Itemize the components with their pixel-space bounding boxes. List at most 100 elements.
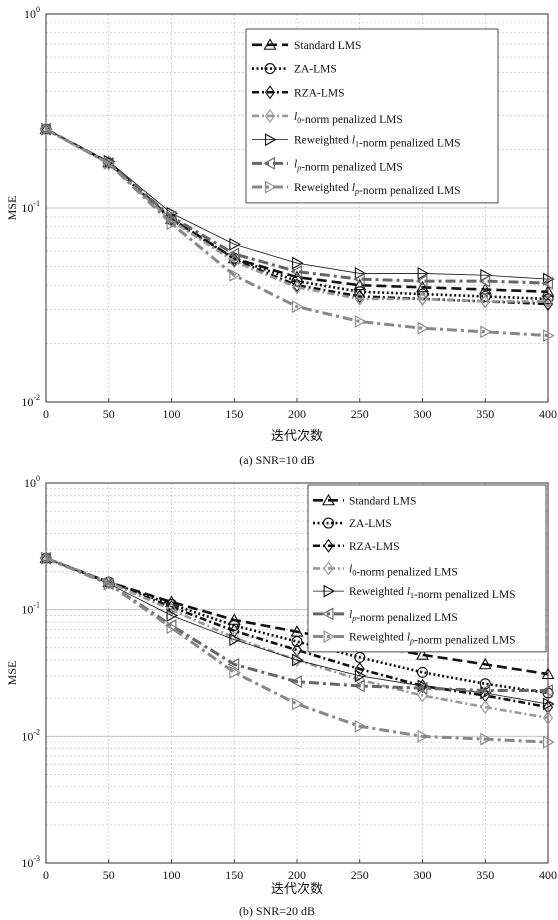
chart-caption: (a) SNR=10 dB bbox=[239, 453, 314, 467]
data-point bbox=[542, 294, 554, 309]
x-tick-label: 400 bbox=[539, 868, 557, 882]
y-tick-label: 100 bbox=[24, 474, 40, 490]
legend-label: ZA-LMS bbox=[349, 518, 392, 530]
data-point bbox=[103, 156, 116, 170]
legend-swatch-marker bbox=[265, 133, 277, 147]
data-point bbox=[164, 210, 177, 224]
legend-swatch-marker bbox=[264, 63, 276, 75]
legend-swatch-marker bbox=[323, 630, 336, 643]
data-point bbox=[354, 662, 365, 676]
data-point bbox=[354, 315, 367, 328]
legend-label: l0-norm penalized LMS bbox=[294, 111, 403, 126]
data-point bbox=[417, 729, 430, 743]
x-tick-label: 50 bbox=[103, 868, 115, 882]
data-point bbox=[292, 653, 304, 667]
legend-label: ZA-LMS bbox=[294, 64, 337, 76]
legend-entry: lp-norm penalized LMS bbox=[252, 156, 403, 173]
y-tick-label: 10-2 bbox=[21, 727, 40, 743]
data-point bbox=[417, 291, 428, 306]
data-point bbox=[103, 575, 114, 590]
x-tick-label: 250 bbox=[351, 407, 369, 421]
series-line bbox=[45, 556, 549, 744]
data-point bbox=[291, 643, 303, 658]
x-tick-label: 200 bbox=[288, 407, 306, 421]
legend-label: Reweighted lp-norm penalized LMS bbox=[349, 632, 516, 647]
legend: Standard LMS ZA-LMS RZA-LMS l0-norm penaliz… bbox=[245, 28, 499, 204]
data-point bbox=[166, 217, 179, 231]
data-point bbox=[227, 247, 240, 261]
data-point bbox=[291, 275, 303, 287]
x-tick-label: 100 bbox=[163, 407, 181, 421]
legend-label: Reweighted lp-norm penalized LMS bbox=[294, 182, 461, 197]
legend-swatch-marker bbox=[321, 607, 334, 621]
y-tick-label: 10-1 bbox=[21, 601, 40, 617]
data-point bbox=[416, 648, 429, 660]
legend-entry: RZA-LMS bbox=[313, 538, 399, 553]
data-point bbox=[290, 265, 302, 279]
data-point bbox=[478, 282, 492, 295]
data-point bbox=[229, 665, 241, 679]
data-point bbox=[479, 290, 491, 302]
data-point bbox=[480, 294, 491, 309]
data-point bbox=[229, 252, 240, 267]
legend-entry: RZA-LMS bbox=[252, 85, 344, 99]
data-point bbox=[478, 274, 491, 288]
legend-label: Reweighted l1-norm penalized LMS bbox=[294, 135, 461, 150]
x-tick-label: 100 bbox=[163, 868, 181, 882]
legend-swatch-marker bbox=[265, 180, 277, 194]
data-point bbox=[229, 237, 241, 251]
data-point bbox=[354, 669, 367, 683]
y-tick-label: 10-1 bbox=[21, 199, 40, 215]
data-point bbox=[416, 280, 429, 293]
legend-entry: lp-norm penalized LMS bbox=[313, 607, 458, 624]
data-point bbox=[417, 321, 430, 335]
data-point bbox=[41, 122, 53, 136]
data-point bbox=[229, 633, 241, 647]
data-point bbox=[415, 274, 428, 288]
data-point bbox=[542, 297, 554, 311]
x-tick-label: 400 bbox=[539, 407, 557, 421]
x-tick-label: 300 bbox=[414, 407, 432, 421]
legend-entry: ZA-LMS bbox=[313, 517, 392, 530]
series-7 bbox=[41, 122, 555, 343]
data-point bbox=[417, 688, 428, 703]
chart-caption: (b) SNR=20 dB bbox=[239, 904, 315, 918]
data-point bbox=[542, 710, 554, 725]
data-point bbox=[165, 595, 178, 607]
data-point bbox=[480, 732, 492, 746]
x-tick-label: 350 bbox=[476, 868, 494, 882]
legend-label: lp-norm penalized LMS bbox=[349, 609, 458, 624]
legend-box bbox=[307, 484, 547, 653]
data-point bbox=[292, 256, 304, 270]
legend-swatch-marker bbox=[263, 38, 277, 50]
data-point bbox=[541, 667, 555, 680]
legend-entry: Reweighted l1-norm penalized LMS bbox=[313, 584, 516, 601]
x-axis-label: 迭代次数 bbox=[271, 428, 323, 443]
x-tick-label: 250 bbox=[351, 868, 369, 882]
legend-swatch-marker bbox=[322, 493, 335, 506]
data-point bbox=[292, 697, 304, 711]
data-point bbox=[480, 700, 491, 715]
series-line bbox=[45, 128, 549, 280]
x-tick-label: 0 bbox=[43, 868, 49, 882]
legend-label: RZA-LMS bbox=[294, 87, 344, 99]
series-line bbox=[45, 127, 549, 338]
legend-entry: ZA-LMS bbox=[252, 63, 337, 76]
data-point bbox=[39, 122, 53, 135]
data-point bbox=[227, 657, 240, 671]
legend-swatch-marker bbox=[323, 584, 336, 598]
legend-label: l0-norm penalized LMS bbox=[349, 563, 458, 578]
series-7 bbox=[41, 551, 555, 749]
data-point bbox=[478, 684, 491, 697]
data-point bbox=[229, 268, 241, 282]
data-point bbox=[541, 276, 553, 290]
legend-label: lp-norm penalized LMS bbox=[294, 158, 403, 173]
data-point bbox=[166, 609, 179, 622]
x-tick-label: 350 bbox=[476, 407, 494, 421]
x-tick-label: 150 bbox=[225, 868, 243, 882]
legend-swatch-marker bbox=[263, 156, 275, 170]
data-point bbox=[354, 719, 367, 733]
x-tick-label: 200 bbox=[288, 868, 306, 882]
data-point bbox=[416, 666, 428, 678]
